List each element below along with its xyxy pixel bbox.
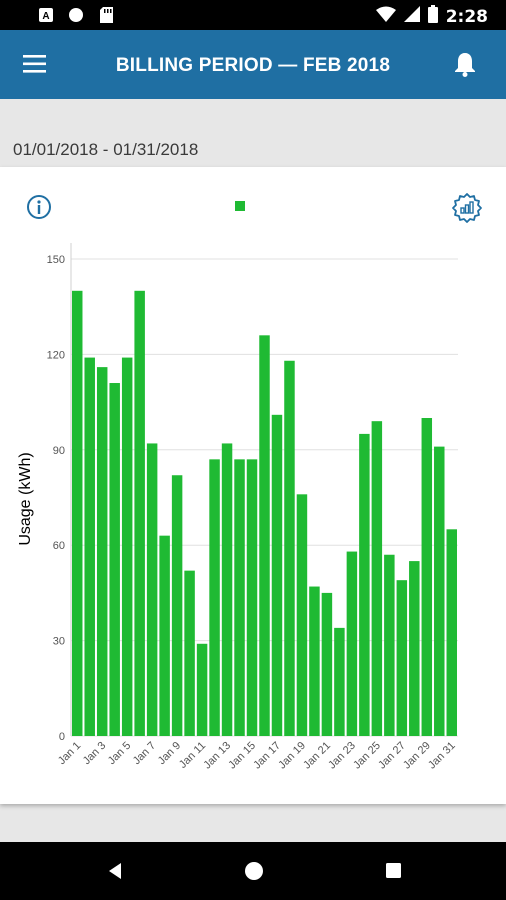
bar[interactable] — [146, 443, 158, 736]
x-tick-label: Jan 21 — [301, 740, 333, 772]
legend-swatch — [235, 201, 245, 211]
x-tick-label: Jan 17 — [251, 740, 283, 772]
x-tick-label: Jan 13 — [201, 740, 233, 772]
y-tick-label: 60 — [53, 540, 65, 552]
chart-bars — [72, 290, 457, 736]
billing-date-range: 01/01/2018 - 01/31/2018 — [13, 140, 199, 159]
bar[interactable] — [121, 357, 133, 736]
a-notification-icon: A — [38, 7, 54, 23]
x-tick-label: Jan 23 — [326, 740, 358, 772]
back-icon[interactable] — [103, 860, 127, 882]
bar[interactable] — [209, 459, 220, 736]
bar[interactable] — [196, 643, 208, 736]
bar[interactable] — [96, 367, 108, 736]
bar[interactable] — [84, 357, 95, 736]
bar[interactable] — [359, 433, 370, 736]
x-tick-label: Jan 19 — [276, 740, 308, 772]
bar[interactable] — [284, 360, 295, 736]
wifi-icon — [375, 6, 396, 27]
bar[interactable] — [396, 580, 408, 736]
system-nav-bar — [0, 842, 506, 900]
status-bar: A 2:28 — [0, 0, 506, 30]
hamburger-menu-icon[interactable] — [22, 52, 48, 76]
sd-card-icon — [98, 7, 114, 23]
y-tick-label: 0 — [59, 731, 65, 743]
bar[interactable] — [334, 627, 345, 736]
bar[interactable] — [434, 446, 445, 736]
svg-text:A: A — [42, 11, 49, 22]
bar[interactable] — [271, 414, 283, 736]
y-tick-label: 150 — [47, 254, 65, 266]
bar[interactable] — [134, 290, 145, 736]
x-tick-label: Jan 25 — [351, 740, 383, 772]
y-tick-label: 30 — [53, 636, 65, 648]
battery-icon — [427, 5, 438, 28]
x-tick-label: Jan 15 — [226, 740, 258, 772]
bar[interactable] — [171, 475, 183, 736]
bar[interactable] — [421, 418, 433, 736]
bar[interactable] — [384, 554, 395, 736]
bar[interactable] — [346, 551, 358, 736]
bar[interactable] — [234, 459, 245, 736]
x-tick-label: Jan 1 — [56, 740, 84, 768]
circle-notification-icon — [68, 7, 84, 23]
recents-icon[interactable] — [381, 860, 405, 882]
x-tick-label: Jan 3 — [81, 740, 109, 768]
page-title: BILLING PERIOD — FEB 2018 — [115, 55, 391, 76]
y-tick-label: 90 — [53, 445, 65, 457]
bar[interactable] — [296, 494, 308, 736]
app-bar: BILLING PERIOD — FEB 2018 — [0, 30, 506, 99]
bar[interactable] — [159, 535, 170, 736]
x-tick-label: Jan 29 — [401, 740, 433, 772]
status-notifications: A — [38, 7, 114, 23]
signal-icon — [403, 6, 420, 27]
bar[interactable] — [371, 421, 383, 736]
status-system: 2:28 — [375, 5, 488, 28]
info-icon[interactable] — [26, 194, 52, 220]
bar[interactable] — [72, 290, 83, 736]
x-tick-label: Jan 5 — [106, 740, 134, 768]
home-icon[interactable] — [242, 860, 266, 882]
chart-settings-icon[interactable] — [451, 192, 483, 224]
y-axis-label: Usage (kWh) — [17, 452, 34, 545]
bar[interactable] — [309, 586, 320, 736]
bar[interactable] — [184, 570, 195, 736]
bar[interactable] — [409, 561, 420, 736]
bar[interactable] — [259, 335, 270, 736]
bar[interactable] — [446, 529, 457, 736]
x-tick-label: Jan 31 — [426, 740, 458, 772]
y-axis-ticks: 0 30 60 90 120 150 — [47, 254, 65, 743]
bell-icon[interactable] — [452, 50, 478, 78]
status-time: 2:28 — [445, 6, 488, 27]
x-tick-label: Jan 27 — [376, 740, 408, 772]
bar[interactable] — [221, 443, 233, 736]
bar[interactable] — [109, 383, 120, 736]
bar[interactable] — [321, 592, 333, 736]
y-tick-label: 120 — [47, 349, 65, 361]
x-tick-label: Jan 7 — [131, 740, 159, 768]
bar[interactable] — [246, 459, 258, 736]
